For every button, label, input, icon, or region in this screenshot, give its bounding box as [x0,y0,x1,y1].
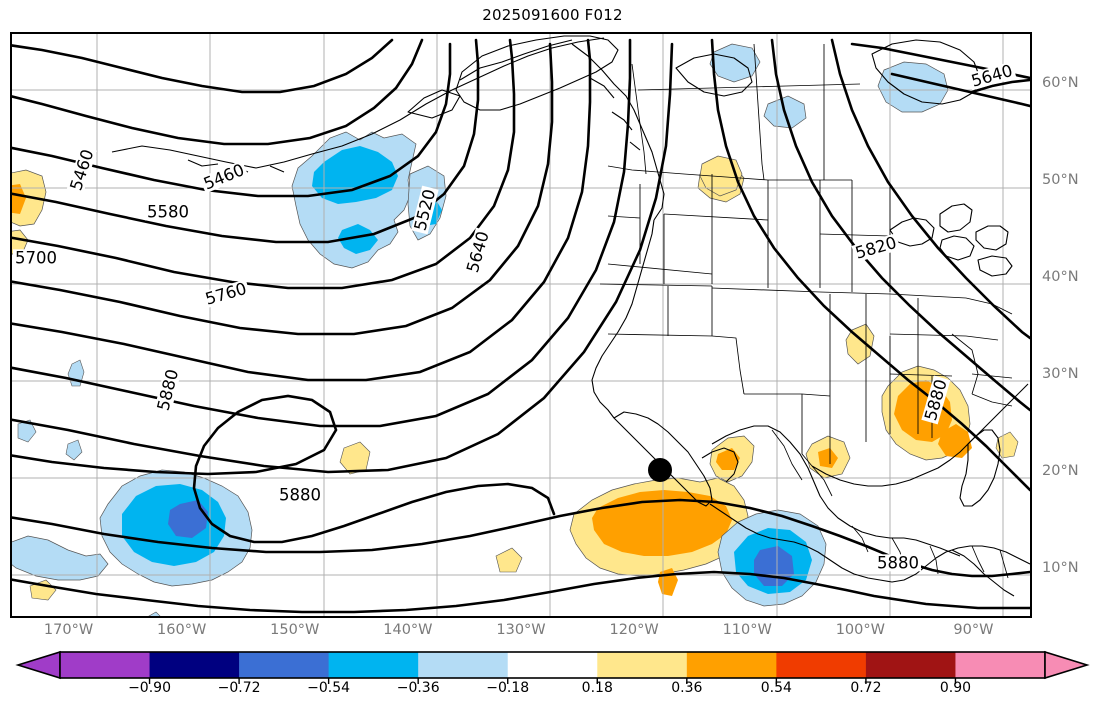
lon-tick-150w: 150°W [270,622,320,638]
colorbar-tick-label-5: 0.18 [581,680,613,696]
colorbar-band-2 [239,652,330,678]
map-svg [12,34,1030,616]
lat-tick-60: 60°N [1042,74,1079,91]
colorbar-band-7 [686,652,777,678]
page-title: 2025091600 F012 [482,6,623,24]
lat-tick-20: 20°N [1042,462,1079,479]
colorbar-tick-label-0: −0.90 [128,680,171,696]
lon-tick-170w: 170°W [43,622,94,638]
colorbar-tick-label-8: 0.72 [850,680,882,696]
colorbar-extend-min [15,650,61,680]
colorbar-swatches [15,650,1090,684]
colorbar-band-10 [955,652,1046,678]
colorbar-band-6 [597,652,688,678]
lon-tick-140w: 140°W [383,622,433,638]
colorbar-band-9 [865,652,956,678]
lon-tick-100w: 100°W [835,622,885,638]
lon-tick-110w: 110°W [722,622,772,638]
shaded-anomaly-layer [12,43,1019,616]
lon-tick-120w: 120°W [609,622,659,638]
colorbar-tick-label-2: −0.54 [307,680,351,696]
station-marker [648,458,672,482]
colorbar-band-5 [507,652,598,678]
colorbar-tick-label-1: −0.72 [217,680,261,696]
map-panel: 5460 5460 5520 5580 5640 5640 5700 5760 5820 5880… [10,32,1032,618]
colorbar-tick-label-3: −0.36 [396,680,440,696]
colorbar-band-4 [418,652,509,678]
lon-tick-90w: 90°W [953,622,994,638]
colorbar-extend-max [1044,650,1090,680]
lat-tick-30: 30°N [1042,365,1079,382]
map-canvas: 5460 5460 5520 5580 5640 5640 5700 5760 5820 5880… [12,34,1030,616]
colorbar-band-3 [328,652,419,678]
colorbar-band-8 [776,652,867,678]
lat-tick-40: 40°N [1042,268,1079,285]
colorbar-band-1 [149,652,240,678]
colorbar: −0.90 −0.72 −0.54 −0.36 −0.18 0.18 0.36 0.54 0.7… [0,650,1105,712]
contour-layer [12,38,1030,614]
colorbar-tick-label-7: 0.54 [760,680,792,696]
lat-tick-10: 10°N [1042,559,1079,576]
lon-tick-130w: 130°W [496,622,546,638]
lat-tick-50: 50°N [1042,171,1079,188]
coastline-layer [111,35,1030,597]
colorbar-tick-label-4: −0.18 [486,680,530,696]
colorbar-band-0 [60,652,151,678]
colorbar-tick-label-6: 0.36 [671,680,703,696]
colorbar-tick-label-9: 0.90 [939,680,972,696]
lon-tick-160w: 160°W [157,622,207,638]
